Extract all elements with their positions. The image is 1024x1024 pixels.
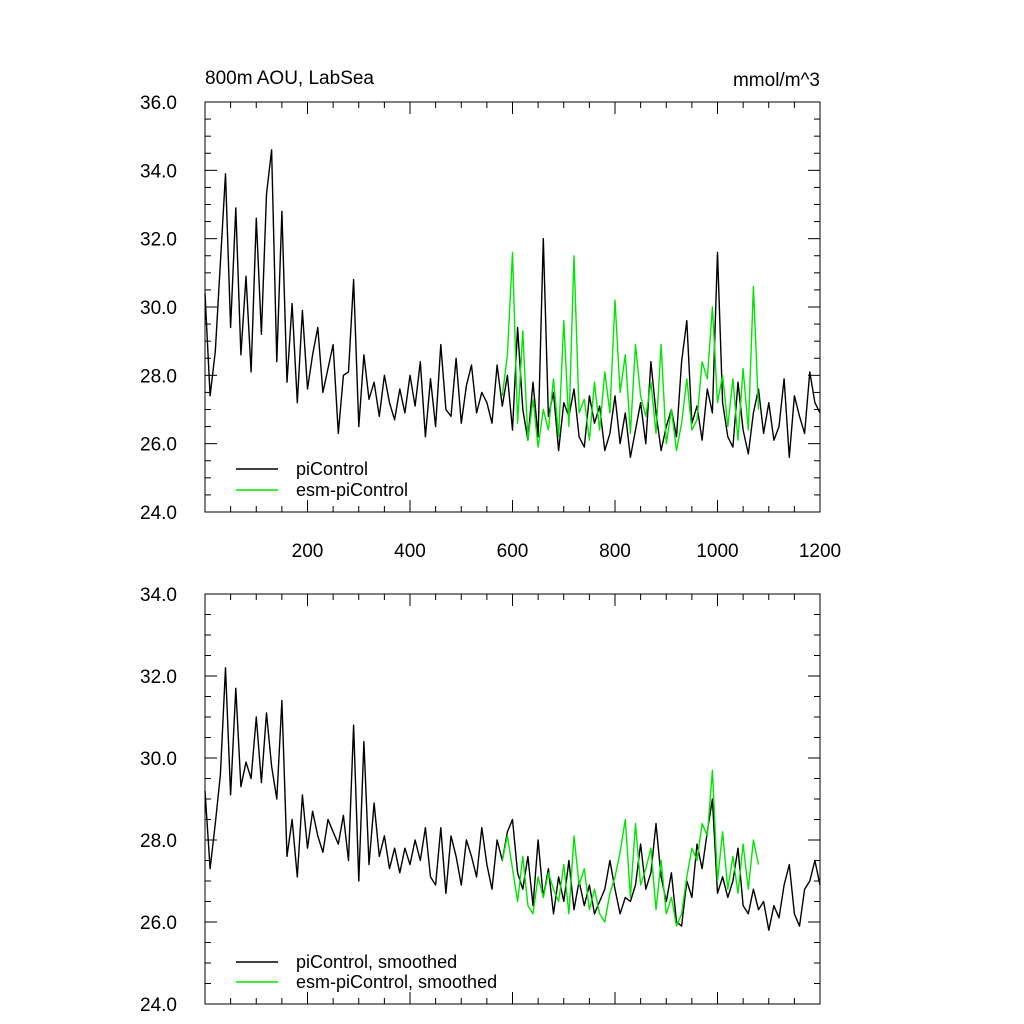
- y-tick-label: 30.0: [140, 298, 177, 319]
- y-tick-label: 34.0: [140, 161, 177, 182]
- legend-label-picontrol-smoothed: piControl, smoothed: [296, 952, 457, 972]
- x-tick-label: 200: [292, 541, 324, 562]
- y-tick-label: 28.0: [140, 831, 177, 852]
- legend-label-esm-picontrol-smoothed: esm-piControl, smoothed: [296, 972, 497, 992]
- x-tick-label: 600: [497, 541, 529, 562]
- y-axis-top: 24.0 26.0 28.0 30.0 32.0 34.0 36.0: [140, 93, 820, 524]
- legend-top: piControl esm-piControl: [236, 459, 408, 500]
- series-group-top: [204, 149, 821, 458]
- x-ticks-top: [204, 102, 821, 512]
- y-tick-label: 26.0: [140, 435, 177, 456]
- plot-frame-bottom: [204, 593, 821, 1005]
- legend-label-picontrol: piControl: [296, 459, 368, 479]
- series-group-bottom: [204, 667, 821, 931]
- y-tick-label: 32.0: [140, 230, 177, 251]
- series-line-picontrol: [204, 149, 821, 458]
- x-tick-label: 1200: [799, 541, 841, 562]
- bottom-panel: 24.0 26.0 28.0 30.0 32.0 34.0 piControl, smoo…: [140, 585, 821, 1016]
- x-tick-label: 400: [394, 541, 426, 562]
- x-tick-label: 800: [599, 541, 631, 562]
- y-tick-label: 32.0: [140, 667, 177, 688]
- plot-frame-top: [204, 101, 821, 513]
- x-axis-labels-top: 200 400 600 800 1000 1200: [292, 541, 841, 562]
- x-ticks-bottom: [204, 594, 821, 1004]
- series-line-esm-picontrol: [501, 251, 760, 452]
- y-tick-label: 28.0: [140, 366, 177, 387]
- y-tick-label: 36.0: [140, 93, 177, 114]
- series-line-picontrol-smoothed: [204, 667, 821, 931]
- y-tick-label: 34.0: [140, 585, 177, 606]
- x-tick-label: 1000: [696, 541, 738, 562]
- units-label: mmol/m^3: [733, 70, 820, 91]
- top-panel: 800m AOU, LabSea mmol/m^3 24.0 26.0 28.0 30…: [140, 68, 841, 562]
- y-tick-label: 30.0: [140, 749, 177, 770]
- y-axis-bottom: 24.0 26.0 28.0 30.0 32.0 34.0: [140, 585, 820, 1016]
- chart-title: 800m AOU, LabSea: [205, 68, 374, 89]
- y-tick-label: 26.0: [140, 913, 177, 934]
- series-line-esm-picontrol-smoothed: [501, 769, 760, 927]
- legend-bottom: piControl, smoothed esm-piControl, smoot…: [236, 952, 497, 992]
- y-tick-label: 24.0: [140, 995, 177, 1016]
- y-tick-label: 24.0: [140, 503, 177, 524]
- legend-label-esm-picontrol: esm-piControl: [296, 480, 408, 500]
